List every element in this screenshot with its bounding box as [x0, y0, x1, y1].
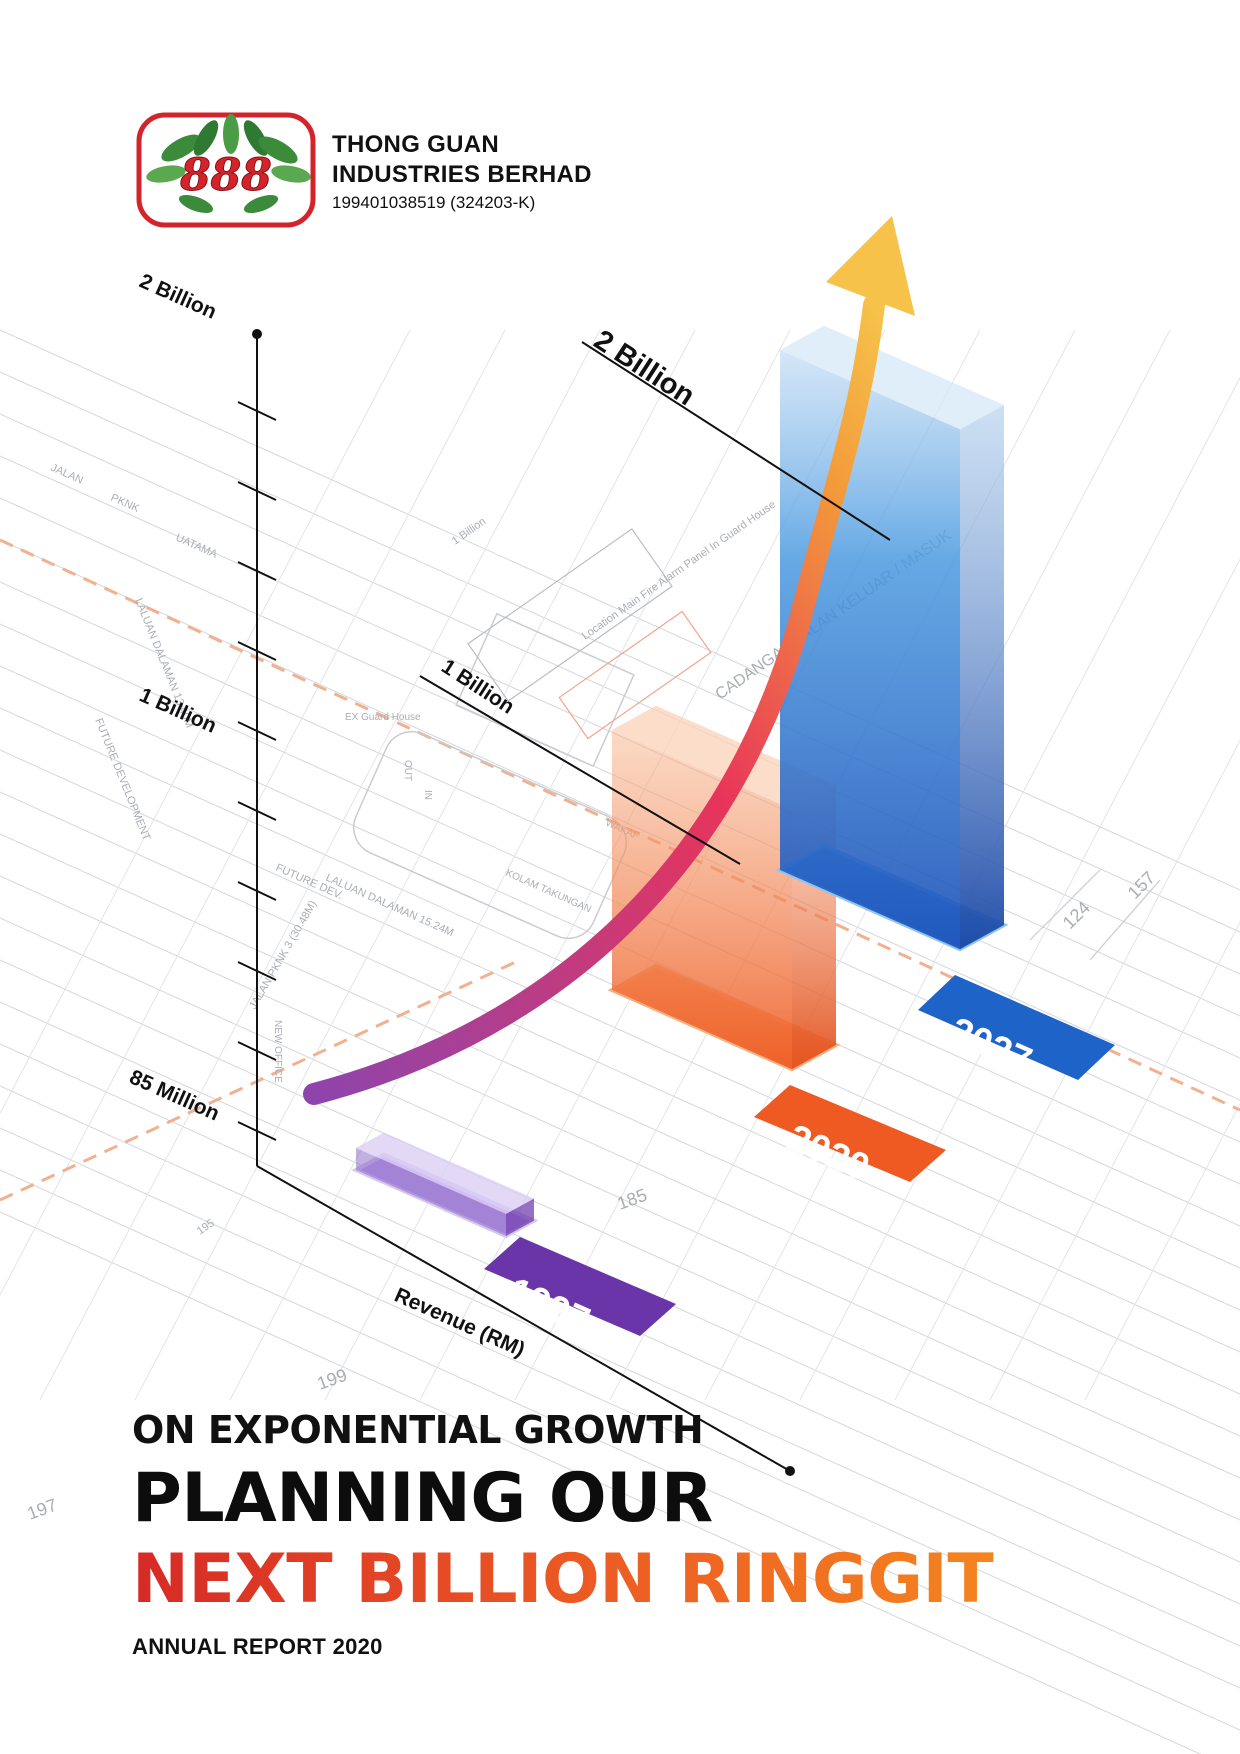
- blueprint-line: [0, 1127, 1240, 1689]
- y-axis-tick: [237, 721, 277, 741]
- bar-top-2027: [780, 325, 1004, 430]
- y-axis-tick: [237, 1121, 277, 1141]
- blueprint-line: [229, 329, 791, 1401]
- blueprint-line: [0, 329, 1240, 891]
- title-accent: NEXT BILLION RINGGIT: [132, 1540, 1132, 1620]
- y-axis-tick: [237, 961, 277, 981]
- annual-report-label: ANNUAL REPORT 2020: [132, 1634, 383, 1659]
- bar-front-2027: [780, 350, 960, 950]
- title-kicker: ON EXPONENTIAL GROWTH: [132, 1408, 704, 1452]
- title-main: PLANNING OUR: [132, 1459, 713, 1538]
- blueprint-line: [0, 959, 1240, 1521]
- logo-text: 888: [179, 150, 272, 201]
- blueprint-line: [1084, 1102, 1240, 1401]
- blueprint-label: 1 Billion: [450, 516, 488, 548]
- blueprint-callout-red: [558, 610, 712, 740]
- blueprint-pond: [353, 730, 627, 940]
- company-header: 888 THONG GUAN INDUSTRIES BERHAD 1994010…: [136, 112, 836, 232]
- blueprint-label: PKNK: [109, 492, 142, 515]
- bar-side-2027: [960, 405, 1004, 950]
- blueprint-line: [1029, 869, 1161, 961]
- y-axis-end-dot: [252, 329, 262, 339]
- blueprint-label: EX Guard House: [345, 712, 421, 723]
- blueprint-line: [894, 739, 1240, 1401]
- blueprint-label: NEW OFFICE: [272, 1020, 283, 1083]
- blueprint-line: [0, 371, 1240, 933]
- blueprint-label: KOLAM TAKUNGAN: [504, 868, 593, 916]
- blueprint-line: [0, 917, 1240, 1479]
- blueprint-line: [39, 329, 601, 1401]
- blueprint-line: [0, 749, 1240, 1311]
- chart-bars: [351, 325, 1115, 1336]
- trend-arrow-shaft: [303, 294, 885, 1105]
- leaf-icon: [146, 114, 311, 214]
- trend-arrow: [303, 216, 915, 1105]
- blueprint-boundary: [0, 958, 521, 1202]
- chart-axes: [237, 329, 795, 1476]
- bar-tag-2027: [918, 975, 1115, 1080]
- blueprint-label: 124: [1059, 897, 1094, 932]
- blueprint-label: Location Main Fire Alarm Panel In Guard …: [580, 499, 778, 643]
- trend-arrow-head: [826, 216, 915, 316]
- blueprint-line: [989, 921, 1240, 1401]
- blueprint-line: [0, 791, 1240, 1353]
- annotation-line: [581, 341, 891, 541]
- blueprint-label: FUTURE DEVELOPMENT: [92, 717, 152, 843]
- blueprint-line: [0, 833, 1240, 1395]
- blueprint-line: [799, 558, 1240, 1401]
- blueprint-line: [134, 329, 696, 1401]
- blueprint-line: [0, 329, 411, 1115]
- company-info: THONG GUAN INDUSTRIES BERHAD 19940103851…: [332, 130, 592, 213]
- annotation-line: [419, 675, 741, 865]
- blueprint-label: 195: [195, 1217, 217, 1237]
- y-axis-tick: [237, 481, 277, 501]
- blueprint-label: 199: [315, 1365, 350, 1394]
- blueprint-label: UATAMA: [174, 532, 220, 561]
- company-name-line2: INDUSTRIES BERHAD: [332, 161, 592, 188]
- y-tick-label: 2 Billion: [136, 270, 220, 324]
- bar-side-1997: [506, 1198, 534, 1236]
- bar-tag-2020: [754, 1085, 946, 1182]
- company-registration: 199401038519 (324203-K): [332, 193, 536, 212]
- bar-top-1997: [356, 1132, 534, 1214]
- blueprint-label: 197: [25, 1495, 60, 1524]
- blueprint-label: OUT: [402, 760, 413, 781]
- y-axis-tick: [237, 561, 277, 581]
- blueprint-label: JALAN: [49, 462, 85, 487]
- blueprint-line: [0, 1211, 1202, 1754]
- blueprint-label: 157: [1124, 867, 1159, 902]
- blueprint-line: [0, 875, 1240, 1437]
- y-axis-tick: [237, 641, 277, 661]
- blueprint-label: JALAN PKNK 3 (30.48M): [247, 899, 319, 1012]
- blueprint-line: [0, 1085, 1240, 1647]
- y-axis-tick: [237, 881, 277, 901]
- bar-front-1997: [356, 1147, 506, 1236]
- y-axis-tick: [237, 401, 277, 421]
- y-axis-tick: [237, 801, 277, 821]
- annotation-label: 2 Billion: [588, 324, 700, 412]
- cover-titles: ON EXPONENTIAL GROWTH PLANNING OUR NEXT …: [132, 1406, 1132, 1660]
- blueprint-line: [0, 413, 1240, 975]
- blueprint-callout: [467, 528, 673, 702]
- blueprint-label: IN: [422, 790, 433, 800]
- company-name-line1: THONG GUAN: [332, 131, 499, 158]
- blueprint-line: [0, 329, 506, 1296]
- x-axis-end-dot: [785, 1466, 795, 1476]
- y-axis-tick: [237, 1041, 277, 1061]
- bar-tag-1997: [484, 1237, 676, 1336]
- x-axis-line: [256, 1165, 791, 1472]
- company-logo: 888: [136, 112, 316, 228]
